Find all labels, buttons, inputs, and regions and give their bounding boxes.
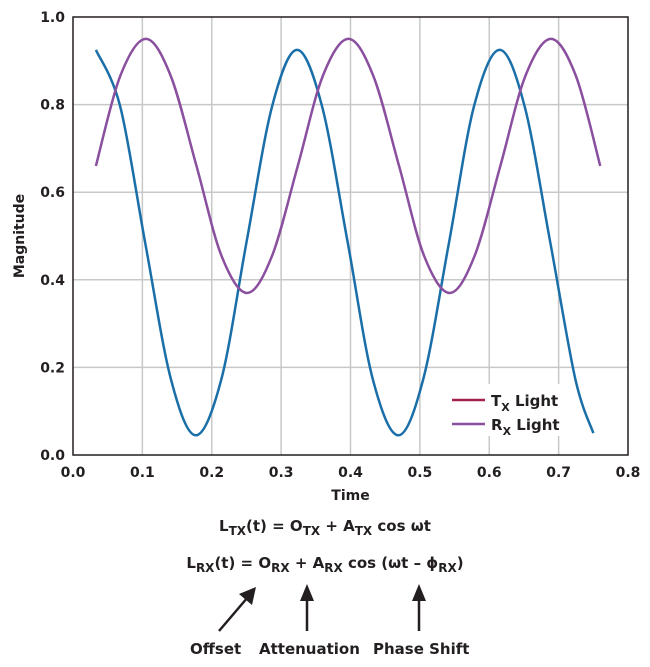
legend-entry: RX Light	[491, 416, 560, 438]
x-tick-label: 0.7	[546, 465, 571, 481]
x-tick-label: 0.4	[338, 465, 363, 481]
offset-arrow-icon	[218, 587, 256, 632]
y-tick-label: 0.6	[40, 185, 65, 201]
legend-entry: TX Light	[491, 392, 558, 414]
arrows	[218, 584, 426, 632]
legend-background	[445, 384, 625, 436]
y-tick-label: 0.4	[40, 273, 65, 289]
x-tick-label: 0.2	[199, 465, 224, 481]
y-tick-label: 0.0	[40, 448, 65, 464]
y-tick-label: 0.8	[40, 98, 65, 114]
x-tick-label: 0.3	[269, 465, 294, 481]
phase-shift-label: Phase Shift	[373, 640, 470, 658]
series-line-0	[94, 48, 595, 437]
series-line-1	[94, 37, 602, 295]
x-axis-label: Time	[331, 488, 369, 504]
phase-shift-arrow-icon	[412, 584, 426, 631]
chart: 0.0 0.1 0.2 0.3 0.4 0.5 0.6 0.7 0.8 0.0 0.2 0.4 0.6 0…	[12, 10, 641, 504]
attenuation-arrow-icon	[300, 584, 314, 631]
equation-rx: LRX(t) = ORX + ARX cos (ωt – ϕRX)	[186, 554, 464, 575]
x-tick-label: 0.5	[407, 465, 432, 481]
y-tick-label: 1.0	[40, 10, 65, 26]
y-axis-label: Magnitude	[12, 194, 28, 278]
x-tick-label: 0.1	[130, 465, 155, 481]
y-tick-label: 0.2	[40, 360, 65, 376]
equation-tx: LTX(t) = OTX + ATX cos ωt	[219, 517, 431, 538]
x-tick-label: 0.6	[477, 465, 502, 481]
x-tick-label: 0.0	[61, 465, 86, 481]
plot-frame	[72, 16, 629, 456]
attenuation-label: Attenuation	[259, 640, 360, 658]
offset-label: Offset	[190, 640, 242, 658]
x-tick-label: 0.8	[616, 465, 641, 481]
